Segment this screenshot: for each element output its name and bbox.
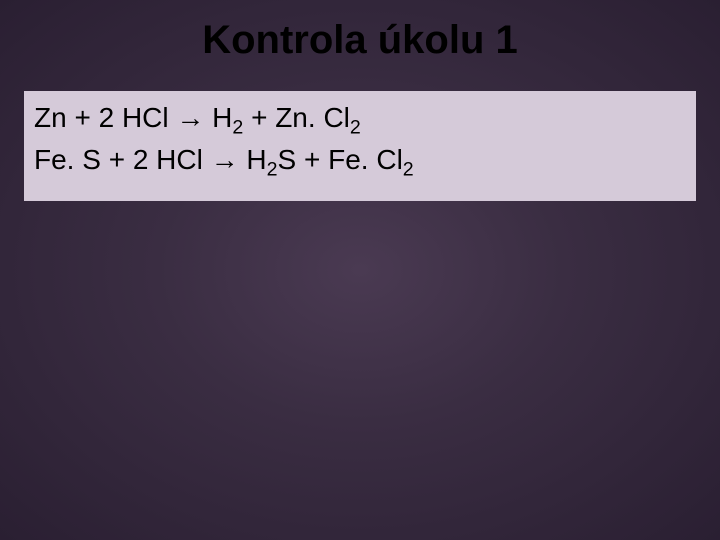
equation-line-2: Fe. S + 2 HCl → H2S + Fe. Cl2: [34, 141, 686, 183]
slide-title: Kontrola úkolu 1: [0, 0, 720, 63]
equations-box: Zn + 2 HCl → H2 + Zn. Cl2 Fe. S + 2 HCl …: [24, 91, 696, 201]
equation-line-1: Zn + 2 HCl → H2 + Zn. Cl2: [34, 99, 686, 141]
